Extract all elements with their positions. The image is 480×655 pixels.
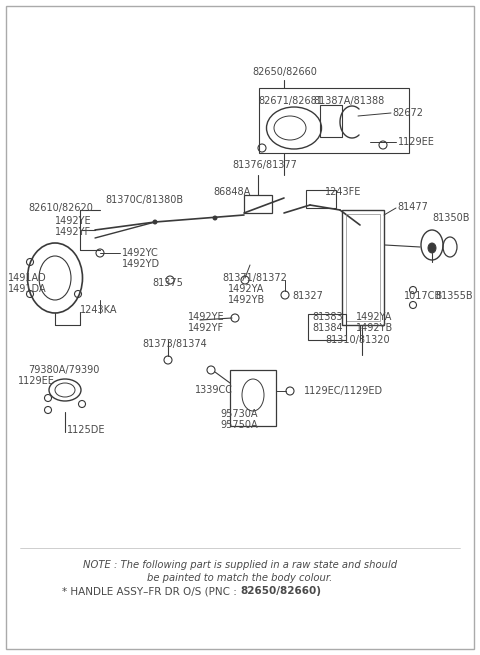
Text: 82672: 82672 [392, 108, 423, 118]
Text: 81373/81374: 81373/81374 [142, 339, 207, 349]
Text: 1492YA: 1492YA [228, 284, 264, 294]
Text: 1129EE: 1129EE [398, 137, 435, 147]
Text: * HANDLE ASSY–FR DR O/S (PNC :: * HANDLE ASSY–FR DR O/S (PNC : [62, 586, 240, 596]
Text: 1492YC: 1492YC [122, 248, 159, 258]
Text: 1492YF: 1492YF [188, 323, 224, 333]
Text: 81355B: 81355B [435, 291, 473, 301]
Text: 82671/82681: 82671/82681 [258, 96, 323, 106]
Text: NOTE : The following part is supplied in a raw state and should: NOTE : The following part is supplied in… [83, 560, 397, 570]
Text: 81327: 81327 [292, 291, 323, 301]
Text: 1492YB: 1492YB [228, 295, 265, 305]
Bar [306, 190, 336, 208]
Bar [342, 210, 384, 325]
Text: be painted to match the body colour.: be painted to match the body colour. [147, 573, 333, 583]
Bar [259, 88, 409, 153]
Text: 1129EC/1129ED: 1129EC/1129ED [304, 386, 383, 396]
Text: 1492YB: 1492YB [356, 323, 393, 333]
Text: 81384: 81384 [312, 323, 343, 333]
Text: 81376/81377: 81376/81377 [233, 160, 298, 170]
Text: 1491DA: 1491DA [8, 284, 47, 294]
Text: 1129EE: 1129EE [18, 376, 55, 386]
Text: 81477: 81477 [397, 202, 428, 212]
Bar [244, 195, 272, 213]
Text: 81350B: 81350B [432, 213, 469, 223]
Bar [320, 105, 342, 137]
Text: 1492YE: 1492YE [55, 216, 92, 226]
Text: 1492YD: 1492YD [122, 259, 160, 269]
Text: 81383: 81383 [312, 312, 343, 322]
Bar [230, 370, 276, 426]
Text: 82650/82660): 82650/82660) [240, 586, 321, 596]
Text: 95750A: 95750A [220, 420, 258, 430]
Text: 79380A/79390: 79380A/79390 [28, 365, 99, 375]
Text: 82650/82660: 82650/82660 [252, 67, 317, 77]
Text: 81310/81320: 81310/81320 [325, 335, 390, 345]
Text: 1125DE: 1125DE [67, 425, 106, 435]
Circle shape [153, 219, 157, 225]
Circle shape [213, 215, 217, 221]
Text: 1492YE: 1492YE [188, 312, 225, 322]
Text: 1339CC: 1339CC [195, 385, 233, 395]
Text: 1492YF: 1492YF [55, 227, 91, 237]
Text: 1492YA: 1492YA [356, 312, 392, 322]
Text: 86848A: 86848A [214, 187, 251, 197]
Text: 1017CB: 1017CB [404, 291, 442, 301]
Bar [346, 214, 380, 321]
Text: 81387A/81388: 81387A/81388 [313, 96, 384, 106]
Text: 81371/81372: 81371/81372 [222, 273, 287, 283]
Bar [308, 314, 346, 340]
Text: 95730A: 95730A [220, 409, 257, 419]
Text: 82610/82620: 82610/82620 [28, 203, 93, 213]
Text: 81370C/81380B: 81370C/81380B [105, 195, 183, 205]
Text: 1243FE: 1243FE [325, 187, 361, 197]
Ellipse shape [428, 243, 436, 253]
Text: 1491AD: 1491AD [8, 273, 47, 283]
Text: 81375: 81375 [152, 278, 183, 288]
Text: 1243KA: 1243KA [80, 305, 118, 315]
